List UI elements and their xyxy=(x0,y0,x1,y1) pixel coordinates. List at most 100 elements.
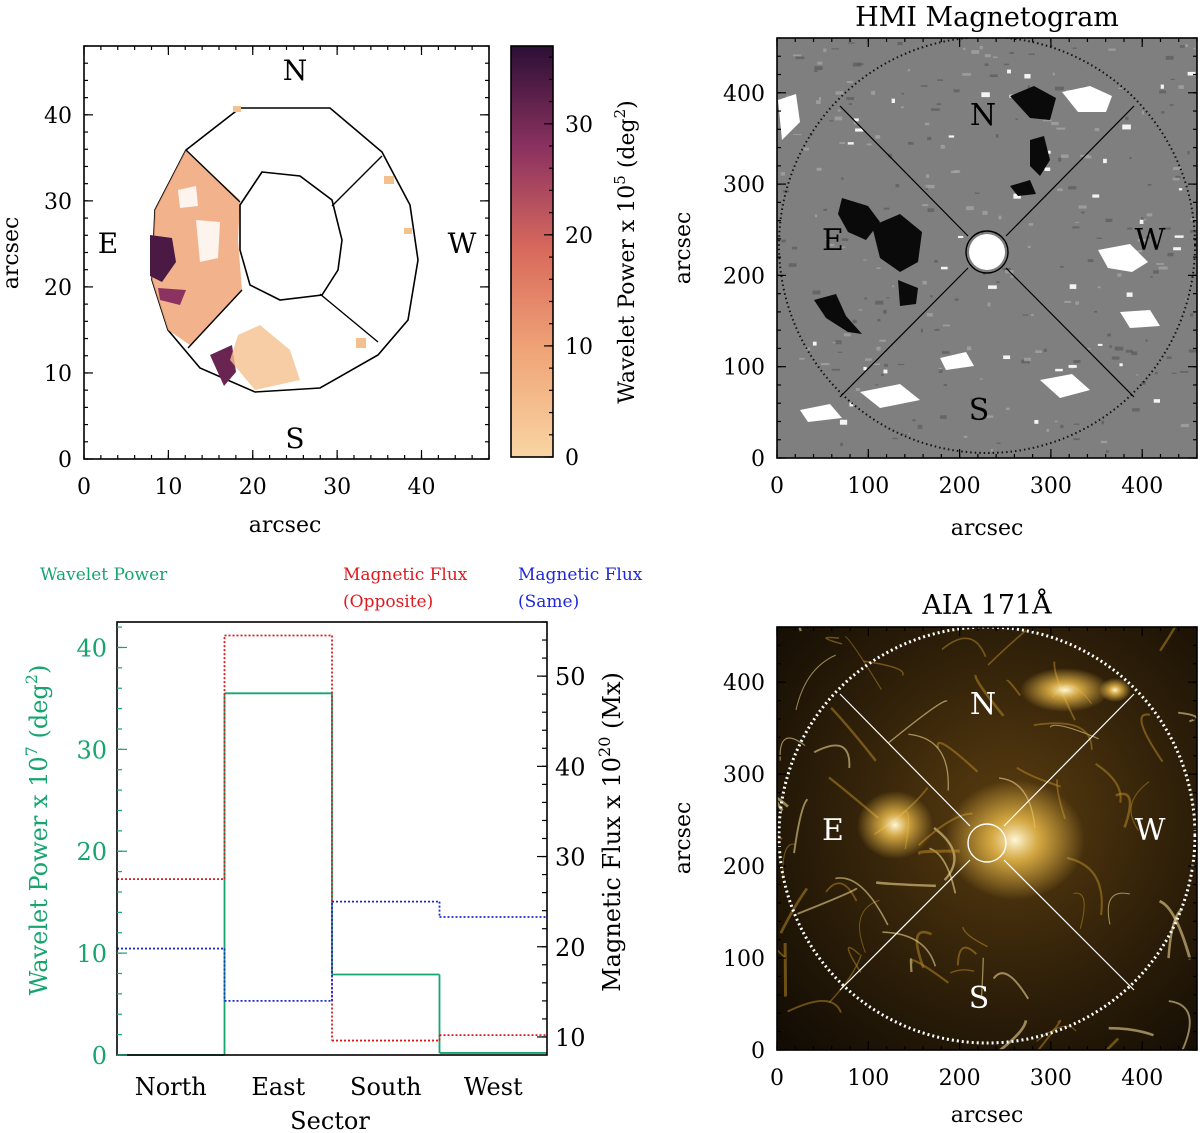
loop-strand xyxy=(974,674,1005,717)
divider-se xyxy=(1003,859,1135,991)
noise-speck xyxy=(837,351,843,353)
noise-speck xyxy=(1190,313,1194,317)
divider-se xyxy=(319,293,379,343)
right-tick-label: 20 xyxy=(555,934,586,962)
magnetogram-image xyxy=(777,38,1197,458)
divider-sw xyxy=(839,267,969,398)
noise-speck xyxy=(943,384,947,387)
noise-speck xyxy=(846,97,855,101)
positive-speck xyxy=(1126,292,1133,297)
noise-speck xyxy=(888,153,893,158)
y-tick-label: 0 xyxy=(58,448,72,473)
loop-strand xyxy=(1049,724,1099,740)
noise-speck xyxy=(781,239,786,243)
colorbar-tick-label: 0 xyxy=(565,446,579,471)
noise-speck xyxy=(1055,86,1064,91)
loop-strand xyxy=(813,744,851,768)
positive-speck xyxy=(1007,69,1011,74)
left-tick-label: 30 xyxy=(76,736,107,764)
noise-speck xyxy=(1073,360,1081,364)
noise-speck xyxy=(917,424,923,429)
noise-speck xyxy=(1050,45,1054,47)
category-label: East xyxy=(251,1073,305,1101)
loop-strand xyxy=(882,931,937,967)
noise-speck xyxy=(1134,250,1143,253)
y-tick-label: 10 xyxy=(44,362,72,387)
positive-speck xyxy=(1013,193,1021,199)
noise-speck xyxy=(987,302,991,307)
noise-speck xyxy=(1180,423,1189,428)
noise-speck xyxy=(924,122,930,126)
loop-strand xyxy=(1037,1019,1062,1050)
positive-speck xyxy=(948,135,955,138)
sector-label-west: W xyxy=(448,227,477,260)
positive-speck xyxy=(1153,399,1161,403)
x-tick-label: 0 xyxy=(77,475,91,500)
y-tick-label: 300 xyxy=(723,763,765,788)
loop-strand xyxy=(1168,1000,1191,1050)
loop-strand xyxy=(798,627,802,632)
noise-speck xyxy=(1143,219,1147,221)
noise-speck xyxy=(827,243,835,247)
positive-speck xyxy=(1069,284,1077,289)
noise-speck xyxy=(1172,167,1182,171)
y-tick-labels: 0 100 200 300 400 xyxy=(723,82,765,472)
noise-speck xyxy=(927,136,932,141)
noise-speck xyxy=(1153,270,1159,274)
noise-speck xyxy=(865,358,872,361)
noise-speck xyxy=(934,328,940,331)
loop-strand xyxy=(1107,892,1131,925)
noise-speck xyxy=(1068,186,1077,190)
loop-strand xyxy=(908,733,949,791)
noise-speck xyxy=(954,298,959,301)
noise-speck xyxy=(1114,346,1124,351)
tick-marks xyxy=(776,37,1198,459)
noise-speck xyxy=(996,281,1000,284)
y-axis-label: arcsec xyxy=(0,217,24,290)
positive-speck xyxy=(1103,158,1107,164)
noise-speck xyxy=(858,309,863,311)
noise-speck xyxy=(1043,348,1047,352)
x-tick-label: 100 xyxy=(847,474,889,499)
noise-speck xyxy=(1105,218,1113,222)
x-tick-labels: 0 10 20 30 40 xyxy=(77,475,436,500)
central-ring xyxy=(967,823,1007,863)
sector-label-east: E xyxy=(98,227,118,260)
magnetogram-noise xyxy=(780,42,1197,453)
noise-speck xyxy=(1159,90,1167,94)
loop-strand xyxy=(1178,711,1197,723)
noise-speck xyxy=(1015,118,1018,120)
loop-strand xyxy=(779,887,809,934)
positive-speck xyxy=(812,341,817,346)
noise-speck xyxy=(996,442,1001,444)
category-labels: North East South West xyxy=(135,1073,523,1101)
noise-speck xyxy=(1127,227,1133,230)
y-axis-label: arcsec xyxy=(671,802,696,875)
y-tick-label: 100 xyxy=(723,356,765,381)
noise-speck xyxy=(1058,157,1062,162)
tick-marks xyxy=(776,626,1198,1051)
positive-speck xyxy=(1055,368,1063,372)
noise-speck xyxy=(979,378,983,380)
y-tick-label: 0 xyxy=(751,1039,765,1064)
right-tick-label: 50 xyxy=(555,663,586,691)
noise-speck xyxy=(897,363,905,366)
noise-speck xyxy=(1028,223,1034,226)
noise-speck xyxy=(1021,359,1031,364)
x-tick-label: 40 xyxy=(408,475,436,500)
noise-speck xyxy=(1187,151,1190,155)
colorbar-label: Wavelet Power x 105 (deg2) xyxy=(611,100,640,404)
positive-speck xyxy=(1068,365,1077,368)
noise-speck xyxy=(1073,438,1080,441)
left-tick-label: 10 xyxy=(76,940,107,968)
loop-strand xyxy=(844,636,882,690)
y-tick-label: 30 xyxy=(44,190,72,215)
noise-speck xyxy=(1005,407,1010,411)
positive-speck xyxy=(941,266,948,270)
noise-speck xyxy=(1178,85,1184,89)
east-bright-region xyxy=(857,791,933,859)
y-tick-label: 200 xyxy=(723,855,765,880)
noise-speck xyxy=(940,144,945,149)
noise-speck xyxy=(835,340,842,345)
noise-speck xyxy=(1165,55,1174,60)
